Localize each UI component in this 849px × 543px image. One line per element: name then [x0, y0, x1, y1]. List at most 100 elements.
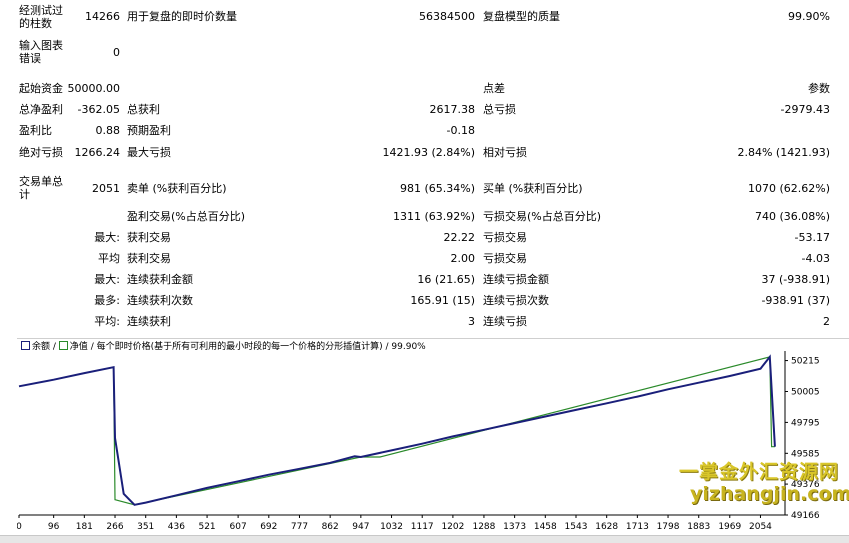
spread-label: 点差	[483, 82, 505, 95]
largest-profit-value: 22.22	[443, 231, 476, 244]
quality-label: 复盘模型的质量	[483, 10, 560, 23]
maximal-wins-label: 连续获利次数	[127, 294, 193, 307]
largest-loss-label: 亏损交易	[483, 231, 527, 244]
abs-drawdown-label: 绝对亏损	[19, 146, 63, 159]
average-profit-label: 获利交易	[127, 252, 171, 265]
series-line-equity	[113, 356, 775, 506]
avg-consec-wins-value: 3	[468, 315, 475, 328]
x-tick-label: 0	[17, 522, 22, 532]
maximal-losses-label: 连续亏损次数	[483, 294, 549, 307]
x-tick-label: 1969	[718, 522, 741, 532]
mismatch-label: 输入图表错误	[19, 39, 63, 65]
x-tick-label: 521	[198, 522, 215, 532]
maximal-prefix: 最多:	[94, 294, 120, 307]
deposit-label: 起始资金	[19, 82, 63, 95]
expected-payoff-label: 预期盈利	[127, 124, 171, 137]
x-tick-label: 436	[168, 522, 185, 532]
abs-drawdown-value: 1266.24	[74, 146, 121, 159]
x-tick-label: 181	[76, 522, 93, 532]
long-label: 买单 (%获利百分比)	[483, 182, 583, 195]
loss-trades-label: 亏损交易(%占总百分比)	[483, 210, 602, 223]
average-prefix: 平均	[98, 252, 120, 265]
x-tick-label: 1883	[687, 522, 710, 532]
y-tick-label: 49376	[791, 480, 820, 490]
bars-tested-value: 14266	[85, 10, 120, 23]
chart-description: 每个即时价格(基于所有可利用的最小时段的每一个价格的分形插值计算)	[96, 342, 383, 352]
max-consec-prefix: 最大:	[94, 273, 120, 286]
x-tick-label: 692	[260, 522, 277, 532]
bars-tested-label: 经测试过的柱数	[19, 4, 63, 30]
x-tick-label: 1202	[441, 522, 464, 532]
short-value: 981 (65.34%)	[399, 182, 475, 195]
expected-payoff-value: -0.18	[446, 124, 475, 137]
ticks-label: 用于复盘的即时价数量	[127, 10, 237, 23]
average-loss-value: -4.03	[801, 252, 830, 265]
rel-drawdown-value: 2.84% (1421.93)	[737, 146, 830, 159]
spread-value: 参数	[808, 82, 830, 95]
avg-consec-losses-label: 连续亏损	[483, 315, 527, 328]
gross-loss-label: 总亏损	[483, 103, 516, 116]
ticks-value: 56384500	[419, 10, 475, 23]
y-tick-label: 49166	[791, 511, 820, 521]
loss-trades-value: 740 (36.08%)	[754, 210, 830, 223]
x-tick-label: 1798	[657, 522, 680, 532]
x-tick-label: 777	[291, 522, 308, 532]
deposit-value: 50000.00	[67, 82, 121, 95]
profit-factor-label: 盈利比	[19, 124, 52, 137]
chart-quality: 99.90%	[391, 342, 426, 352]
rel-drawdown-label: 相对亏损	[483, 146, 527, 159]
maximal-wins-value: 165.91 (15)	[410, 294, 475, 307]
total-trades-value: 2051	[92, 182, 120, 195]
max-drawdown-label: 最大亏损	[127, 146, 171, 159]
net-profit-label: 总净盈利	[19, 103, 63, 116]
gross-profit-value: 2617.38	[429, 103, 476, 116]
x-tick-label: 947	[352, 522, 369, 532]
max-consec-wins-label: 连续获利金额	[127, 273, 193, 286]
x-tick-label: 607	[230, 522, 247, 532]
max-drawdown-value: 1421.93 (2.84%)	[382, 146, 475, 159]
watermark-url-text: yizhangjin.com	[690, 483, 849, 505]
x-tick-label: 351	[137, 522, 154, 532]
x-tick-label: 862	[322, 522, 339, 532]
avg-consec-prefix: 平均:	[94, 315, 120, 328]
net-profit-value: -362.05	[77, 103, 120, 116]
balance-legend-label: 余额	[32, 342, 51, 352]
y-tick-label: 49795	[791, 418, 820, 428]
x-tick-label: 2054	[749, 522, 772, 532]
x-tick-label: 1543	[565, 522, 588, 532]
short-label: 卖单 (%获利百分比)	[127, 182, 227, 195]
gross-profit-label: 总获利	[127, 103, 160, 116]
x-tick-label: 1713	[626, 522, 649, 532]
profit-factor-value: 0.88	[95, 124, 121, 137]
x-tick-label: 1032	[380, 522, 403, 532]
long-value: 1070 (62.62%)	[747, 182, 830, 195]
report-summary: 经测试过的柱数 14266 用于复盘的即时价数量 56384500 复盘模型的质…	[19, 4, 830, 328]
y-tick-label: 50005	[791, 387, 820, 397]
profit-trades-label: 盈利交易(%占总百分比)	[127, 210, 246, 223]
avg-consec-losses-value: 2	[823, 315, 830, 328]
series-line-balance	[18, 354, 776, 506]
max-consec-wins-value: 16 (21.65)	[417, 273, 475, 286]
chart-header: 余额 / 净值 / 每个即时价格(基于所有可利用的最小时段的每一个价格的分形插值…	[21, 341, 426, 353]
equity-legend-swatch	[58, 341, 68, 350]
profit-trades-value: 1311 (63.92%)	[392, 210, 475, 223]
x-tick-label: 1288	[472, 522, 495, 532]
y-tick-label: 50215	[791, 357, 820, 367]
total-trades-label: 交易单总计	[19, 175, 63, 201]
watermark-cn-text: 一掌金外汇资源网	[679, 461, 840, 483]
chart-plot: 0 96 181 266 351 436 521 607 692 777 862 947 1032 111…	[17, 351, 820, 532]
balance-legend: 余额	[21, 341, 51, 352]
largest-profit-label: 获利交易	[127, 231, 171, 244]
equity-legend: 净值	[58, 341, 88, 352]
balance-chart: 余额 / 净值 / 每个即时价格(基于所有可利用的最小时段的每一个价格的分形插值…	[17, 338, 849, 543]
equity-legend-label: 净值	[69, 342, 88, 352]
balance-legend-swatch	[21, 341, 30, 350]
average-profit-value: 2.00	[450, 252, 476, 265]
max-consec-losses-value: 37 (-938.91)	[761, 273, 830, 286]
x-tick-label: 1628	[595, 522, 618, 532]
largest-prefix: 最大:	[94, 231, 120, 244]
bottom-scroll-strip	[0, 535, 849, 543]
avg-consec-wins-label: 连续获利	[127, 315, 171, 328]
max-consec-losses-label: 连续亏损金额	[483, 273, 549, 286]
y-tick-label: 49585	[791, 449, 820, 459]
